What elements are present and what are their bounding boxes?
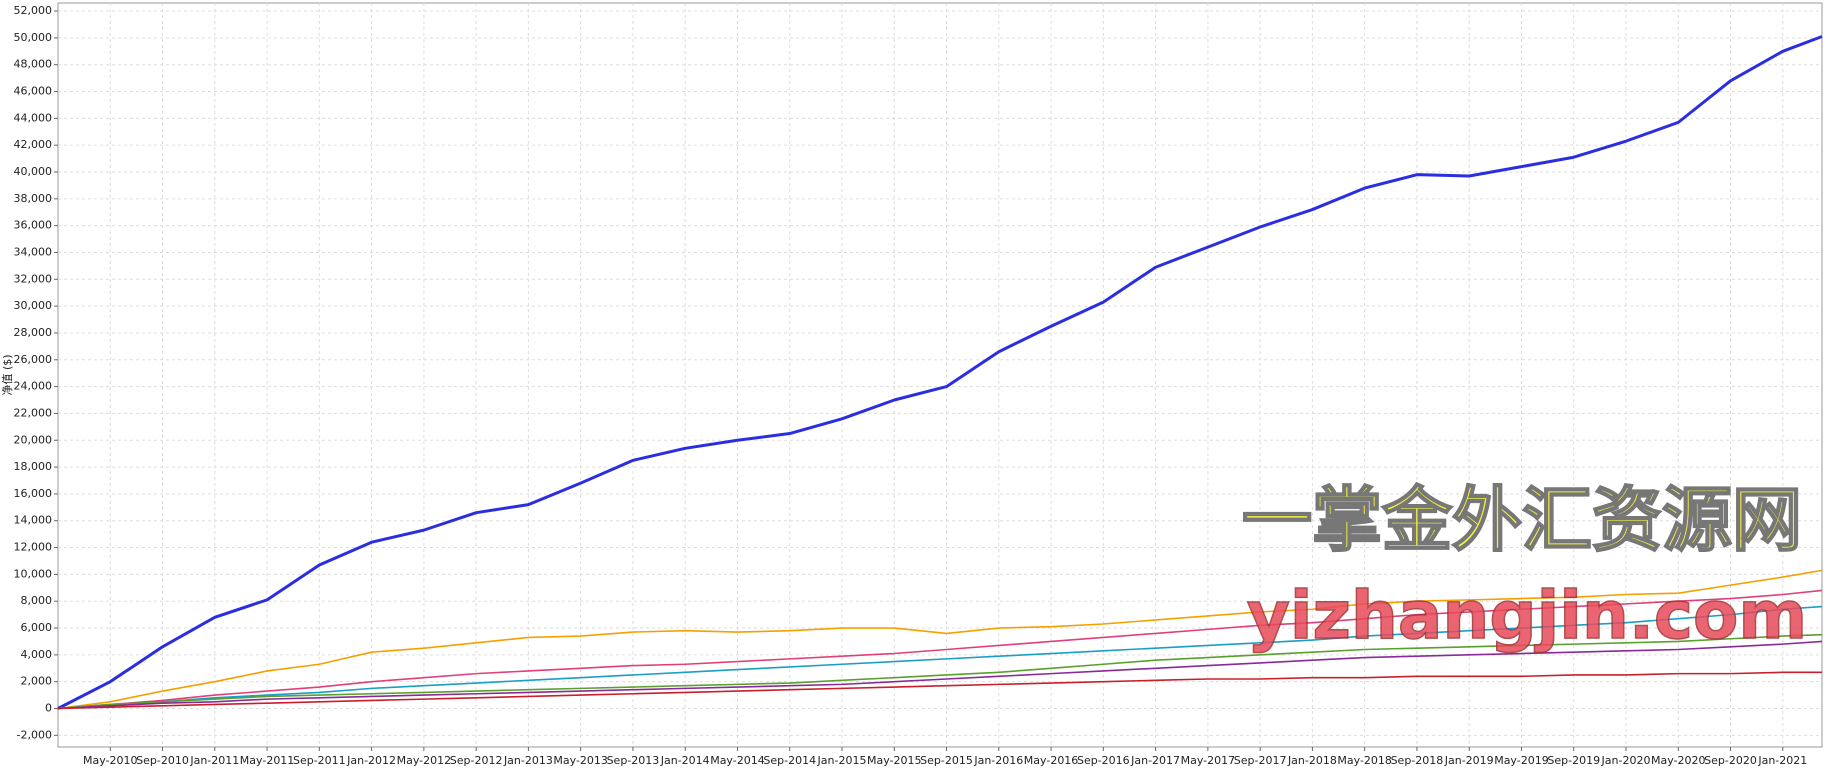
y-tick-label: 18,000 <box>14 460 53 473</box>
y-tick-label: 38,000 <box>14 192 53 205</box>
y-tick-label: 10,000 <box>14 567 53 580</box>
x-tick-label: May-2011 <box>240 754 295 767</box>
series-line <box>57 640 1823 710</box>
x-tick-label: Jan-2018 <box>1287 754 1337 767</box>
x-tick-label: May-2010 <box>83 754 138 767</box>
x-tick-label: May-2018 <box>1337 754 1392 767</box>
x-tick-label: Jan-2020 <box>1601 754 1651 767</box>
y-tick-label: 14,000 <box>14 514 53 527</box>
x-tick-label: Jan-2021 <box>1757 754 1807 767</box>
y-tick-label: 32,000 <box>14 272 53 285</box>
y-tick-label: 34,000 <box>14 245 53 258</box>
y-tick-label: 40,000 <box>14 165 53 178</box>
x-tick-label: Sep-2019 <box>1547 754 1600 767</box>
x-tick-label: Jan-2012 <box>346 754 396 767</box>
x-tick-label: Sep-2014 <box>763 754 816 767</box>
y-tick-label: 26,000 <box>14 353 53 366</box>
series-line <box>57 671 1822 710</box>
watermark: yizhangjin.com <box>1247 577 1807 654</box>
y-tick-label: 22,000 <box>14 406 53 419</box>
x-tick-label: Jan-2015 <box>817 754 867 767</box>
y-tick-label: 46,000 <box>14 85 53 98</box>
y-tick-label: 6,000 <box>21 621 53 634</box>
x-tick-label: Jan-2013 <box>503 754 553 767</box>
x-tick-label: Jan-2019 <box>1444 754 1494 767</box>
y-axis-label: 净值 ($) <box>0 354 14 395</box>
y-tick-label: 24,000 <box>14 380 53 393</box>
x-tick-label: Jan-2014 <box>660 754 710 767</box>
y-tick-label: 50,000 <box>14 31 53 44</box>
x-tick-label: Jan-2017 <box>1130 754 1180 767</box>
series-line <box>57 605 1823 710</box>
x-tick-label: May-2013 <box>553 754 608 767</box>
y-tick-label: 20,000 <box>14 433 53 446</box>
y-tick-label: 16,000 <box>14 487 53 500</box>
y-tick-label: 28,000 <box>14 326 53 339</box>
x-tick-label: Sep-2020 <box>1704 754 1757 767</box>
x-tick-label: Sep-2010 <box>136 754 189 767</box>
plot-area <box>57 2 1823 748</box>
series-line <box>57 569 1823 710</box>
x-tick-label: Sep-2012 <box>450 754 503 767</box>
x-tick-label: Sep-2018 <box>1391 754 1444 767</box>
y-tick-label: 2,000 <box>21 675 53 688</box>
x-tick-label: Sep-2013 <box>607 754 660 767</box>
series-line <box>57 633 1823 710</box>
x-tick-label: Jan-2011 <box>189 754 239 767</box>
x-tick-label: May-2016 <box>1024 754 1079 767</box>
series-line <box>57 35 1823 710</box>
x-tick-label: Jan-2016 <box>973 754 1023 767</box>
y-tick-label: 36,000 <box>14 219 53 232</box>
x-tick-label: May-2019 <box>1494 754 1549 767</box>
y-tick-label: 44,000 <box>14 111 53 124</box>
y-tick-label: 8,000 <box>21 594 53 607</box>
y-tick-label: 30,000 <box>14 299 53 312</box>
x-tick-label: May-2015 <box>867 754 922 767</box>
x-tick-label: May-2012 <box>397 754 452 767</box>
x-tick-label: Sep-2016 <box>1077 754 1130 767</box>
series-line <box>57 589 1823 710</box>
y-tick-label: 0 <box>45 702 52 715</box>
x-tick-label: May-2020 <box>1651 754 1706 767</box>
y-tick-label: -2,000 <box>17 728 52 741</box>
x-tick-label: Sep-2011 <box>293 754 346 767</box>
x-tick-label: Sep-2017 <box>1234 754 1287 767</box>
y-tick-label: 12,000 <box>14 541 53 554</box>
x-tick-label: Sep-2015 <box>920 754 973 767</box>
y-tick-label: 4,000 <box>21 648 53 661</box>
y-tick-label: 48,000 <box>14 58 53 71</box>
x-tick-label: May-2014 <box>710 754 765 767</box>
x-tick-label: May-2017 <box>1181 754 1236 767</box>
y-tick-label: 42,000 <box>14 138 53 151</box>
watermark: 一掌金外汇资源网 <box>1242 479 1802 561</box>
y-tick-label: 52,000 <box>14 4 53 17</box>
